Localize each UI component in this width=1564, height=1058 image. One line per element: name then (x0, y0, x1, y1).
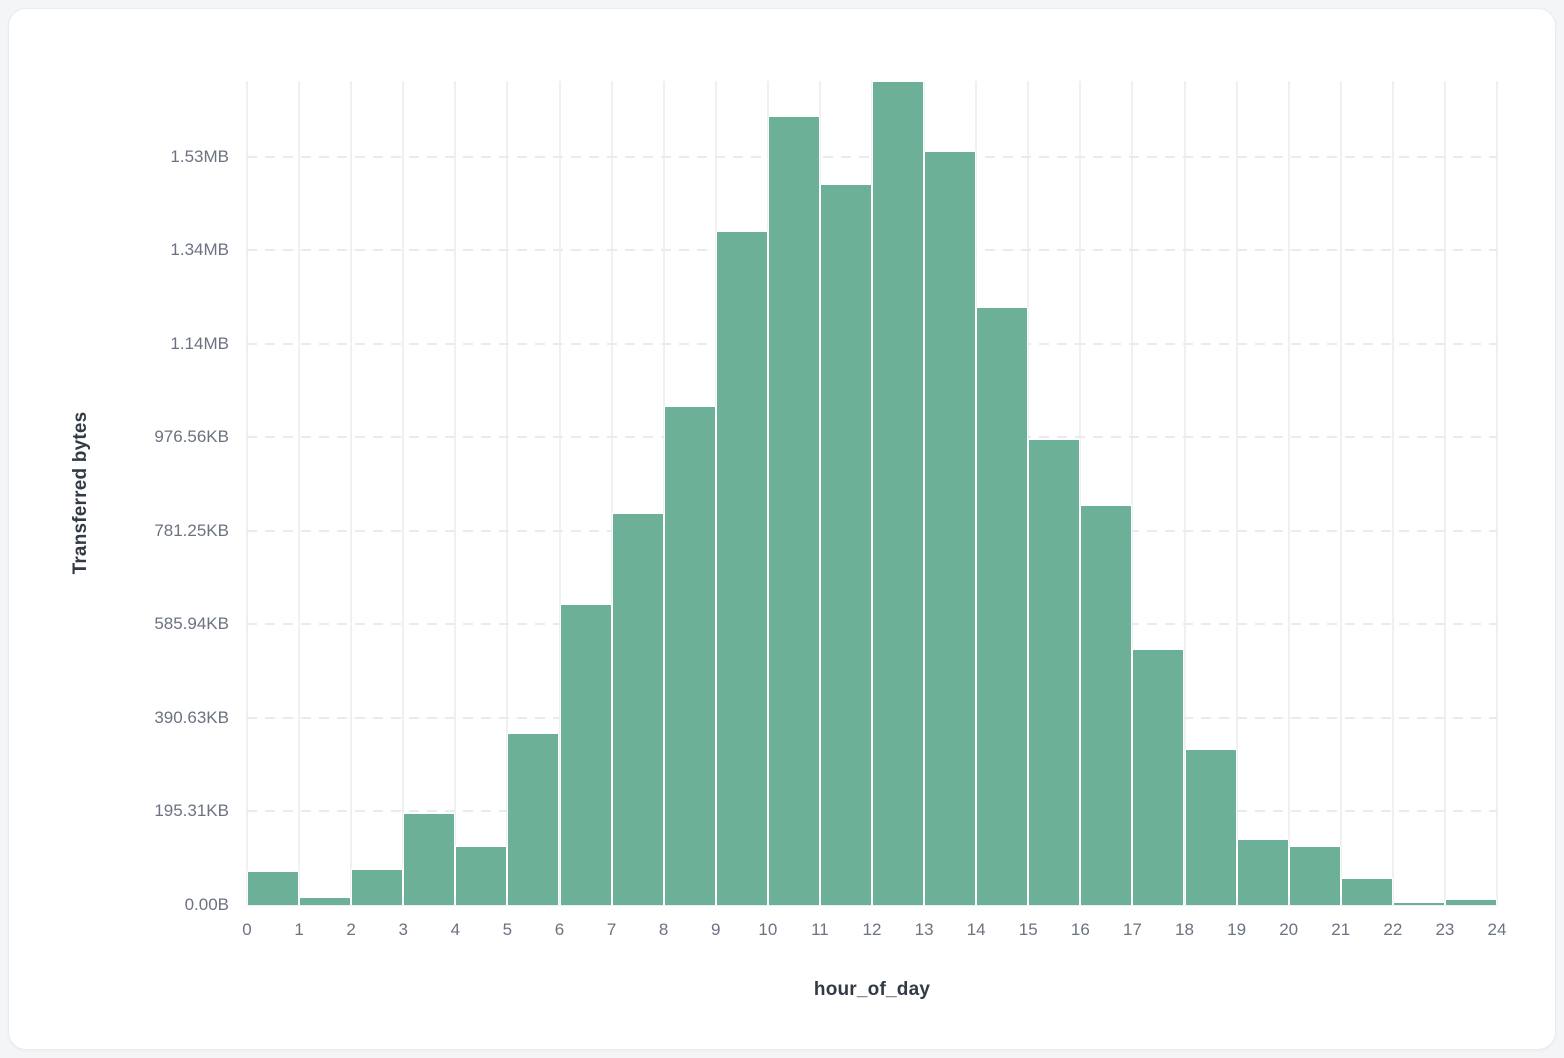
histogram-bar[interactable] (247, 870, 300, 905)
histogram-bar[interactable] (1184, 748, 1237, 905)
y-tick-label: 976.56KB (154, 427, 229, 447)
histogram-bar[interactable] (559, 603, 612, 905)
vertical-gridline (506, 81, 509, 905)
x-tick-label: 2 (346, 920, 356, 939)
x-tick-label: 17 (1122, 920, 1142, 939)
vertical-gridline (246, 81, 248, 905)
histogram-bar[interactable] (1288, 846, 1341, 905)
histogram-bar[interactable] (1080, 505, 1133, 905)
chart-card: Transferred bytes 0.00B 195.31KB 390.63KB 5… (8, 8, 1556, 1050)
vertical-gridline (1339, 81, 1342, 905)
vertical-gridline (402, 81, 405, 905)
vertical-gridline (1079, 81, 1082, 905)
y-tick-label: 781.25KB (154, 520, 229, 540)
histogram-bar[interactable] (872, 81, 925, 905)
x-tick-label: 21 (1331, 920, 1351, 939)
x-axis-title: hour_of_day (813, 979, 931, 1000)
vertical-gridline (454, 81, 457, 905)
y-tick-label: 390.63KB (154, 707, 229, 727)
y-tick-label: 1.14MB (170, 333, 229, 353)
x-tick-label: 16 (1070, 920, 1090, 939)
histogram-bar[interactable] (715, 230, 768, 905)
y-tick-label: 585.94KB (154, 614, 229, 634)
histogram-bar[interactable] (1236, 839, 1289, 905)
vertical-gridline (350, 81, 353, 905)
histogram-bar[interactable] (455, 846, 508, 905)
histogram-bar[interactable] (299, 897, 352, 905)
histogram-bar[interactable] (976, 307, 1029, 905)
y-tick-labels: 0.00B 195.31KB 390.63KB 585.94KB 781.25KB 976… (9, 81, 229, 914)
vertical-gridline (610, 81, 613, 905)
x-tick-label: 6 (554, 920, 565, 939)
x-tick-label: 10 (758, 920, 778, 939)
x-tick-label: 14 (966, 920, 986, 939)
x-tick-label: 9 (711, 920, 721, 939)
histogram-bar[interactable] (403, 812, 456, 905)
x-tick-label: 19 (1227, 920, 1247, 939)
histogram-bar[interactable] (924, 150, 977, 905)
x-tick-label: 1 (294, 920, 304, 939)
x-tick-label: 20 (1279, 920, 1299, 939)
vertical-gridline (1496, 81, 1498, 905)
x-tick-label: 23 (1435, 920, 1455, 939)
x-tick-label: 24 (1487, 920, 1507, 939)
x-tick-label: 18 (1175, 920, 1194, 939)
histogram-bar[interactable] (1340, 877, 1393, 905)
vertical-gridline (1183, 81, 1186, 905)
x-tick-label: 15 (1018, 920, 1038, 939)
x-tick-label: 8 (658, 920, 669, 939)
x-tick-label: 4 (450, 920, 461, 939)
x-tick-label: 3 (398, 920, 408, 939)
histogram-bar[interactable] (507, 732, 560, 905)
y-tick-label: 0.00B (184, 895, 229, 914)
x-axis-line (247, 905, 1497, 906)
x-tick-label: 22 (1383, 920, 1403, 939)
histogram-bar[interactable] (1132, 648, 1185, 905)
plot-area (246, 81, 1498, 906)
histogram-bar[interactable] (1444, 898, 1497, 905)
x-tick-label: 11 (811, 920, 829, 939)
y-tick-label: 1.53MB (170, 146, 229, 166)
vertical-gridline (298, 81, 301, 905)
vertical-gridline (1235, 81, 1238, 905)
histogram-bar[interactable] (663, 406, 716, 905)
vertical-gridline (1131, 81, 1134, 905)
y-tick-label: 1.34MB (170, 240, 229, 260)
histogram-bar[interactable] (351, 869, 404, 905)
y-tick-label: 195.31KB (154, 801, 229, 821)
x-tick-label: 7 (606, 920, 617, 939)
x-tick-label: 5 (502, 920, 513, 939)
vertical-gridline (1391, 81, 1394, 905)
histogram-bar[interactable] (1392, 902, 1445, 905)
x-tick-label: 0 (242, 920, 252, 939)
histogram-bar[interactable] (819, 184, 872, 905)
x-tick-labels: 0 1 2 3 4 5 6 7 8 9 10 11 12 13 14 15 16 17 18 19 20 21 22 23 24 (242, 917, 1506, 943)
vertical-gridline (1443, 81, 1446, 905)
vertical-gridline (558, 81, 561, 905)
x-tick-label: 12 (862, 920, 882, 939)
histogram-bar[interactable] (611, 513, 664, 905)
x-tick-label: 13 (914, 920, 934, 939)
vertical-gridline (1287, 81, 1290, 905)
histogram-bar[interactable] (767, 115, 820, 905)
histogram-bar[interactable] (1028, 438, 1081, 905)
